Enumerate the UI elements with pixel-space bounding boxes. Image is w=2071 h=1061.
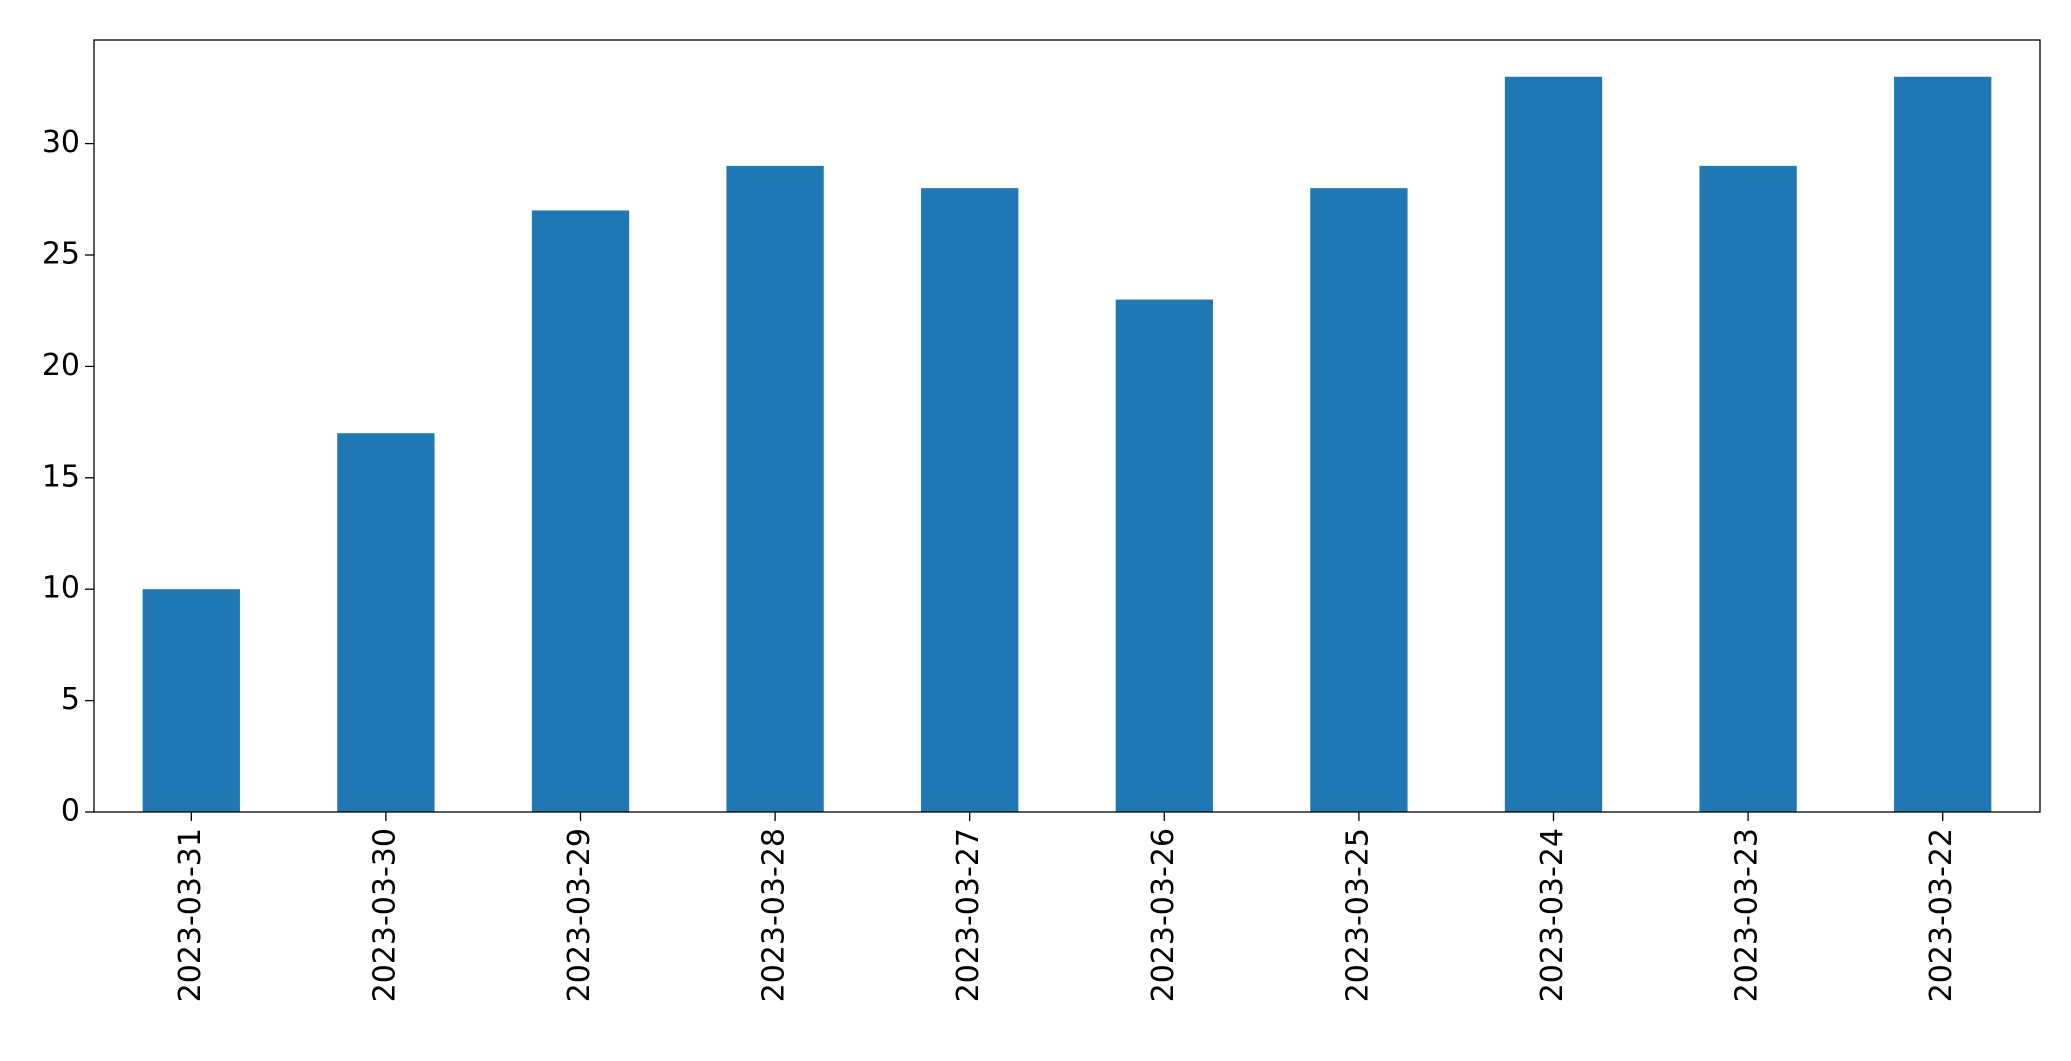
- bar: [1115, 299, 1213, 812]
- y-tick-label: 25: [42, 237, 80, 272]
- plot-frame: [93, 39, 2041, 813]
- x-tick-label: 2023-03-26: [1146, 828, 1181, 1002]
- bar: [1310, 188, 1408, 812]
- x-tick-label: 2023-03-29: [562, 828, 597, 1002]
- bar: [726, 165, 824, 813]
- x-tick-label: 2023-03-24: [1535, 828, 1570, 1002]
- x-tick-label: 2023-03-28: [757, 828, 792, 1002]
- x-tick-label: 2023-03-31: [173, 828, 208, 1002]
- y-tick-label: 10: [42, 571, 80, 606]
- x-tick-label: 2023-03-27: [951, 828, 986, 1002]
- x-tick-label: 2023-03-23: [1730, 828, 1765, 1002]
- x-tick-label: 2023-03-30: [367, 828, 402, 1002]
- bar: [921, 188, 1019, 812]
- bar: [1699, 165, 1797, 813]
- bar: [531, 210, 630, 813]
- x-tick-label: 2023-03-22: [1924, 828, 1959, 1002]
- y-tick-label: 30: [42, 125, 80, 160]
- bar: [1894, 76, 1992, 812]
- bar: [1504, 76, 1603, 812]
- y-tick-label: 15: [42, 459, 80, 494]
- y-tick-label: 5: [61, 682, 80, 717]
- y-tick-label: 20: [42, 348, 80, 383]
- bar: [142, 589, 240, 812]
- x-tick-label: 2023-03-25: [1340, 828, 1375, 1002]
- y-tick-label: 0: [61, 794, 80, 829]
- bar: [337, 433, 435, 812]
